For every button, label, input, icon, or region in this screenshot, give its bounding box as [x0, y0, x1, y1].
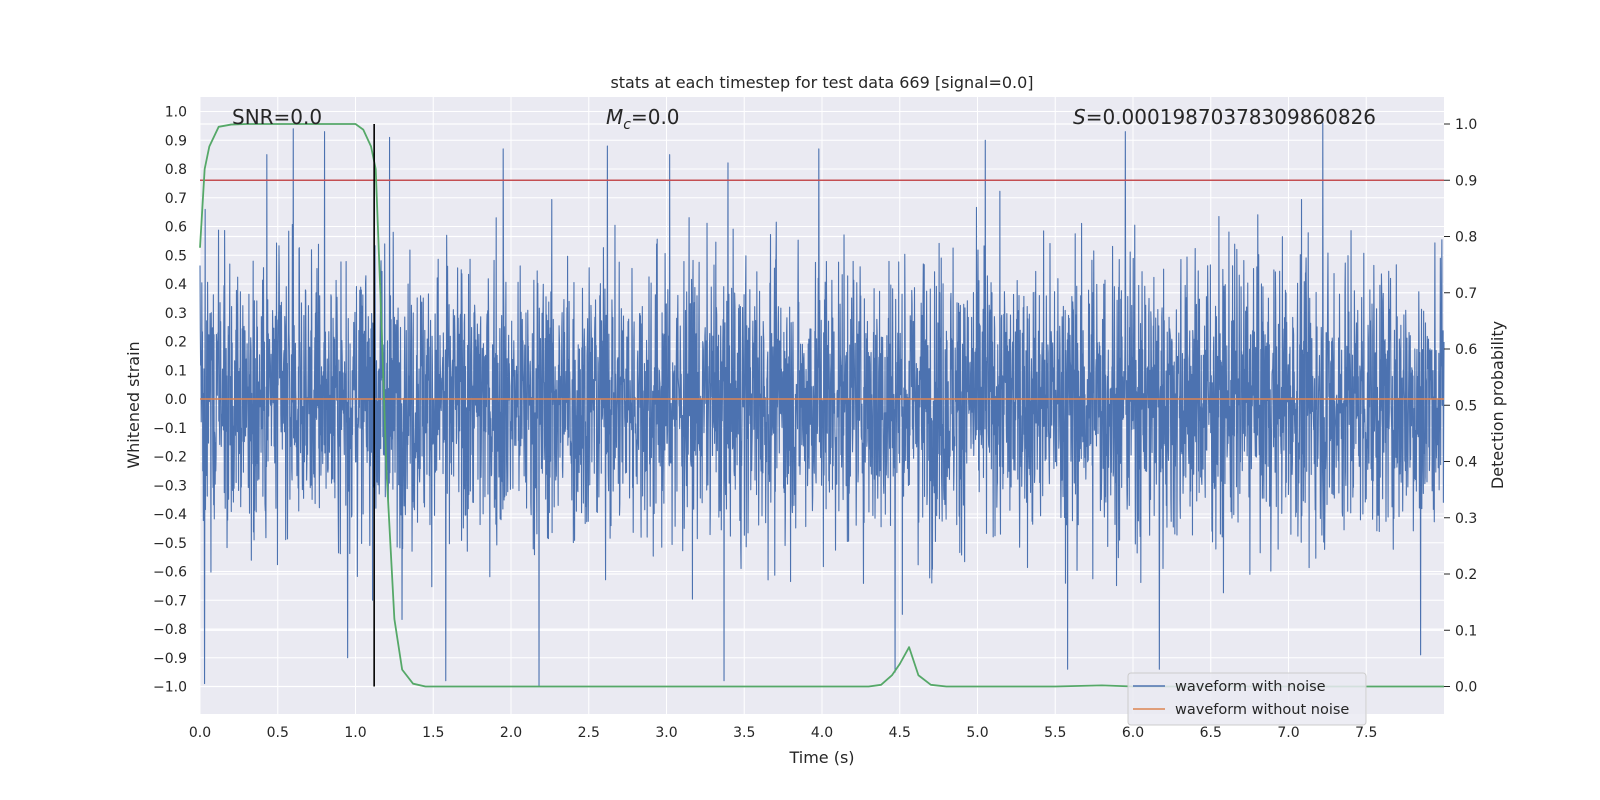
y-tick-label: −0.3 — [153, 478, 187, 494]
x-tick-label: 1.5 — [422, 725, 444, 741]
line-waveform-with-noise — [199, 122, 1445, 688]
y-axis-right-label: Detection probability — [1488, 321, 1507, 489]
x-tick-label: 5.5 — [1044, 725, 1066, 741]
score-value: =0.00019870378309860826 — [1086, 105, 1376, 129]
y-axis-right: 1.0 0.9 0.8 0.7 0.6 0.5 0.4 0.3 0.2 0.1 0.0 — [1444, 117, 1477, 696]
chirp-mass-subscript: c — [623, 117, 631, 133]
y-tick-label: −0.9 — [153, 651, 187, 667]
y-right-tick-label: 1.0 — [1455, 117, 1477, 133]
x-tick-label: 0.0 — [189, 725, 211, 741]
y-right-tick-label: 0.3 — [1455, 511, 1477, 527]
y-tick-label: −0.2 — [153, 450, 187, 466]
x-tick-label: 5.0 — [966, 725, 988, 741]
y-tick-label: 0.9 — [165, 133, 187, 149]
chart-title: stats at each timestep for test data 669… — [610, 73, 1033, 92]
chirp-mass-value: =0.0 — [631, 105, 680, 129]
legend-label-noisy: waveform with noise — [1175, 679, 1326, 695]
y-right-tick-label: 0.2 — [1455, 567, 1477, 583]
y-tick-label: 0.6 — [165, 220, 187, 236]
x-tick-label: 1.0 — [344, 725, 366, 741]
x-axis-label: Time (s) — [788, 748, 854, 767]
x-tick-label: 3.0 — [655, 725, 677, 741]
snr-annotation: SNR=0.0 — [232, 105, 322, 129]
y-tick-label: 0.0 — [165, 392, 187, 408]
x-tick-label: 0.5 — [267, 725, 289, 741]
y-right-tick-label: 0.5 — [1455, 398, 1477, 414]
y-tick-label: 0.4 — [165, 277, 187, 293]
y-tick-label: 0.2 — [165, 335, 187, 351]
y-tick-label: 1.0 — [165, 105, 187, 121]
x-tick-label: 7.5 — [1355, 725, 1377, 741]
y-right-tick-label: 0.1 — [1455, 623, 1477, 639]
score-annotation: S=0.00019870378309860826 — [1073, 105, 1376, 129]
x-tick-label: 3.5 — [733, 725, 755, 741]
y-tick-label: 0.3 — [165, 306, 187, 322]
line-detection-probability — [199, 123, 1444, 688]
y-tick-label: −0.5 — [153, 536, 187, 552]
chirp-mass-annotation: Mc=0.0 — [606, 105, 680, 133]
x-tick-label: 4.0 — [811, 725, 833, 741]
y-right-tick-label: 0.8 — [1455, 230, 1477, 246]
x-axis: 0.0 0.5 1.0 1.5 2.0 2.5 3.0 3.5 4.0 4.5 5.0 5.5 6.0 6… — [189, 725, 1378, 741]
y-tick-label: −0.1 — [153, 421, 187, 437]
x-tick-label: 4.5 — [889, 725, 911, 741]
legend-label-clean: waveform without noise — [1175, 702, 1349, 718]
y-right-tick-label: 0.7 — [1455, 286, 1477, 302]
legend: waveform with noise waveform without noi… — [1127, 672, 1367, 726]
overlays — [199, 123, 1444, 688]
x-tick-label: 7.0 — [1277, 725, 1299, 741]
x-tick-label: 6.5 — [1200, 725, 1222, 741]
y-axis-label: Whitened strain — [124, 341, 143, 468]
y-right-tick-label: 0.9 — [1455, 173, 1477, 189]
chirp-mass-symbol: M — [606, 105, 623, 129]
series-waveform-with-noise — [199, 122, 1445, 688]
y-tick-label: −0.6 — [153, 565, 187, 581]
x-tick-label: 6.0 — [1122, 725, 1144, 741]
y-right-tick-label: 0.0 — [1455, 680, 1477, 696]
y-tick-label: −1.0 — [153, 680, 187, 696]
y-tick-label: −0.4 — [153, 507, 187, 523]
y-axis-left: 1.0 0.9 0.8 0.7 0.6 0.5 0.4 0.3 0.2 0.1 0.0 −0.1 −0.… — [153, 105, 187, 696]
y-tick-label: −0.8 — [153, 622, 187, 638]
y-right-tick-label: 0.4 — [1455, 455, 1477, 471]
x-tick-label: 2.5 — [578, 725, 600, 741]
score-symbol: S — [1073, 105, 1086, 129]
y-tick-label: 0.5 — [165, 248, 187, 264]
y-tick-label: −0.7 — [153, 593, 187, 609]
y-tick-label: 0.1 — [165, 363, 187, 379]
y-right-tick-label: 0.6 — [1455, 342, 1477, 358]
x-tick-label: 2.0 — [500, 725, 522, 741]
legend-box — [1127, 672, 1367, 726]
y-tick-label: 0.7 — [165, 191, 187, 207]
y-tick-label: 0.8 — [165, 162, 187, 178]
